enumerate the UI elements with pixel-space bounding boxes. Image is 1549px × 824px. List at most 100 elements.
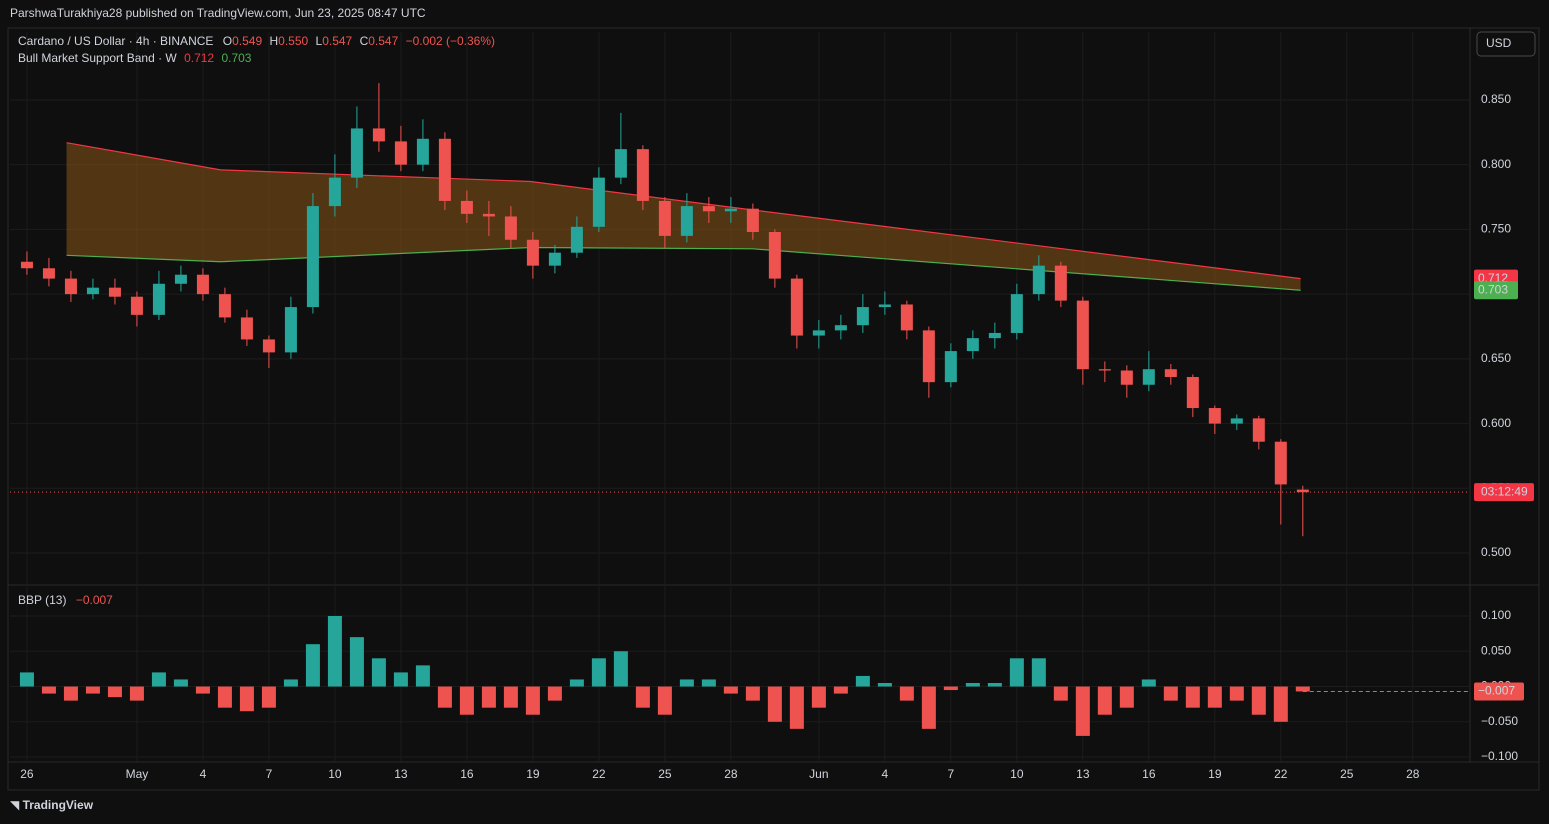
bbp-bar xyxy=(877,682,892,687)
band-legend: Bull Market Support Band · W 0.712 0.703 xyxy=(18,51,252,65)
axes: 26 May 4 7 10 13 16 19 22 25 28 Jun 4 7 10 13 16 19 22 25 28… xyxy=(10,92,1534,781)
bbp-bar xyxy=(723,686,738,694)
bbp-bar xyxy=(1075,686,1090,736)
candle-body xyxy=(966,338,979,352)
bbp-bar xyxy=(19,672,34,687)
candle-body xyxy=(1076,300,1089,370)
bbp-bar xyxy=(789,686,804,729)
footer-brand: TradingView xyxy=(23,798,94,812)
bbp-bar xyxy=(525,686,540,715)
y-tick-label: 0.650 xyxy=(1481,351,1511,365)
bbp-bar xyxy=(349,637,364,687)
candle-body xyxy=(174,274,187,284)
bbp-bar xyxy=(437,686,452,708)
candle-body xyxy=(350,128,363,178)
legend-change: −0.002 (−0.36%) xyxy=(406,34,495,48)
bbp-bar xyxy=(305,644,320,687)
bbp-bar xyxy=(1295,686,1310,692)
candle-body xyxy=(218,294,231,318)
x-tick-label: 10 xyxy=(1010,767,1024,781)
x-tick-label: 22 xyxy=(1274,767,1288,781)
x-tick-label: 4 xyxy=(882,767,889,781)
bbp-bar xyxy=(1207,686,1222,708)
bbp-bar xyxy=(899,686,914,701)
band-lower-value: 0.703 xyxy=(221,51,251,65)
bbp-bar xyxy=(1251,686,1266,715)
candle-body xyxy=(262,339,275,353)
x-tick-label: 4 xyxy=(200,767,207,781)
bbp-bar xyxy=(173,679,188,687)
bbp-bar xyxy=(767,686,782,722)
bbp-bar xyxy=(85,686,100,694)
bbp-bar xyxy=(1009,658,1024,687)
legend-key: L xyxy=(316,34,323,48)
candle-body xyxy=(1186,376,1199,409)
x-tick-label: 25 xyxy=(658,767,672,781)
candle-body xyxy=(482,213,495,217)
candle-body xyxy=(1252,418,1265,442)
candle-body xyxy=(768,231,781,279)
bbp-bar xyxy=(613,651,628,687)
candle-body xyxy=(460,200,473,214)
band-name: Bull Market Support Band · W xyxy=(18,51,177,65)
candle-body xyxy=(20,261,33,269)
y-tick-label: 0.750 xyxy=(1481,222,1511,236)
y-tick-label: 0.500 xyxy=(1481,545,1511,559)
bbp-bar xyxy=(569,679,584,687)
bbp-bar xyxy=(1053,686,1068,701)
bbp-bar xyxy=(327,615,342,687)
bbp-bar xyxy=(481,686,496,708)
y-tick-label: 0.050 xyxy=(1481,643,1511,657)
candle-body xyxy=(1142,369,1155,385)
currency[interactable]: USD xyxy=(1486,36,1512,50)
candle-body xyxy=(548,252,561,266)
bbp-bar xyxy=(41,686,56,694)
candle-body xyxy=(790,278,803,336)
bbp-bar xyxy=(679,679,694,687)
currency-button[interactable] xyxy=(1476,31,1536,57)
bbp-title: BBP (13) xyxy=(18,593,66,607)
bbp-bar xyxy=(921,686,936,729)
bbp-bar xyxy=(811,686,826,708)
x-tick-label: 22 xyxy=(592,767,606,781)
bbp-bar xyxy=(415,665,430,687)
x-tick-label: Jun xyxy=(809,767,828,781)
candle-body xyxy=(1120,370,1133,385)
y-tick-label: 0.100 xyxy=(1481,608,1511,622)
x-tick-label: 7 xyxy=(266,767,273,781)
bbp-bar xyxy=(393,672,408,687)
candle-body xyxy=(1208,408,1221,424)
y-tick-label: −0.050 xyxy=(1481,714,1518,728)
countdown: 03:12:49 xyxy=(1481,484,1528,498)
bbp-bar xyxy=(371,658,386,687)
bbp-badge: −0.007 xyxy=(1478,684,1515,698)
candle-body xyxy=(284,307,297,353)
bbp-bar xyxy=(701,679,716,687)
chart-frame xyxy=(7,27,1540,791)
candle-body xyxy=(152,283,165,315)
bbp-bar xyxy=(261,686,276,708)
candle-body xyxy=(1274,441,1287,485)
bbp-bar xyxy=(503,686,518,708)
candle-body xyxy=(416,138,429,165)
candle-body xyxy=(306,206,319,308)
candle-body xyxy=(1032,265,1045,295)
x-tick-label: 19 xyxy=(526,767,540,781)
candle-body xyxy=(394,141,407,165)
bbp-bar xyxy=(195,686,210,694)
candle-body xyxy=(856,307,869,326)
x-tick-label: 25 xyxy=(1340,767,1354,781)
band-upper-line xyxy=(66,142,1301,280)
x-tick-label: 16 xyxy=(1142,767,1156,781)
candle-body xyxy=(878,304,891,308)
bbp-bar xyxy=(217,686,232,708)
countdown-bg xyxy=(1474,483,1534,502)
candle-body xyxy=(1296,489,1309,493)
bbp-bar xyxy=(547,686,562,701)
bbp-legend: BBP (13) −0.007 xyxy=(18,593,113,607)
candle-body xyxy=(592,177,605,227)
bbp-bar xyxy=(745,686,760,701)
candle-body xyxy=(614,149,627,178)
x-tick-label: 26 xyxy=(20,767,34,781)
